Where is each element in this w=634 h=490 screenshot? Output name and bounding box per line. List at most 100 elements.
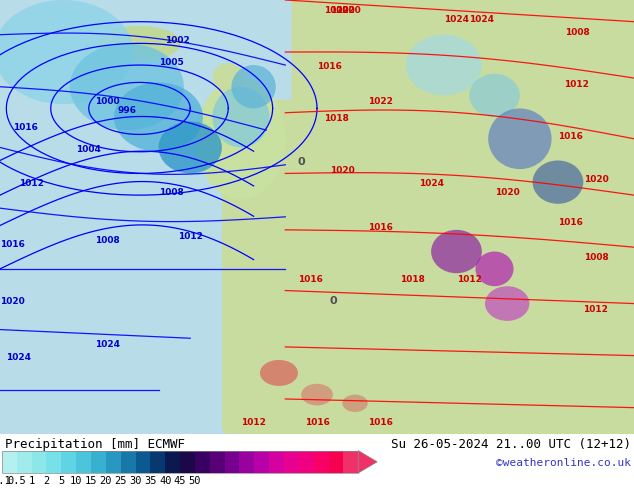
Bar [61,451,76,473]
Bar [180,451,195,473]
Bar [210,451,224,473]
Text: Precipitation [mm] ECMWF: Precipitation [mm] ECMWF [5,438,185,451]
Text: 1008: 1008 [158,188,184,197]
Text: 1012: 1012 [456,275,482,284]
Ellipse shape [212,63,244,93]
Bar [136,451,150,473]
Bar [32,451,46,473]
FancyBboxPatch shape [222,100,634,438]
Text: 50: 50 [189,476,201,487]
Text: 1020: 1020 [330,6,355,15]
Text: 1000: 1000 [96,97,120,106]
FancyBboxPatch shape [292,0,634,204]
Bar [314,451,328,473]
Text: 1012: 1012 [583,305,609,314]
Text: 1005: 1005 [158,58,184,67]
Text: 1018: 1018 [399,275,425,284]
Text: 1020: 1020 [495,188,520,197]
Bar [269,451,284,473]
Text: 0.5: 0.5 [8,476,26,487]
Text: 1024: 1024 [469,15,495,24]
Text: 1020: 1020 [0,296,25,306]
Text: 1020: 1020 [323,6,349,15]
Ellipse shape [476,251,514,286]
Text: Su 26-05-2024 21..00 UTC (12+12): Su 26-05-2024 21..00 UTC (12+12) [391,438,631,451]
Bar [2,451,358,473]
Text: 1016: 1016 [368,418,393,427]
Ellipse shape [98,26,181,61]
Bar [2,451,16,473]
Ellipse shape [533,160,583,204]
Bar [150,451,165,473]
Text: 40: 40 [159,476,171,487]
Text: 1024: 1024 [444,15,469,24]
Text: 1008: 1008 [95,236,120,245]
Bar [106,451,120,473]
Text: 1008: 1008 [583,253,609,262]
Ellipse shape [114,82,203,152]
Text: 1002: 1002 [165,36,190,46]
Text: 2: 2 [43,476,49,487]
Polygon shape [358,451,377,473]
Text: 5: 5 [58,476,65,487]
Bar [254,451,269,473]
Bar [120,451,136,473]
Ellipse shape [431,230,482,273]
Text: 35: 35 [144,476,157,487]
Text: 0.1: 0.1 [0,476,11,487]
Text: 1016: 1016 [298,275,323,284]
Text: 1024: 1024 [418,179,444,189]
Text: 1024: 1024 [6,353,32,362]
Bar [165,451,180,473]
Text: 1018: 1018 [323,115,349,123]
Text: 1022: 1022 [368,97,393,106]
Text: 25: 25 [114,476,127,487]
Ellipse shape [231,65,276,108]
Bar [328,451,344,473]
Bar [224,451,240,473]
Text: 1012: 1012 [19,179,44,189]
Text: 1012: 1012 [564,80,590,89]
Text: 30: 30 [129,476,142,487]
Text: 1016: 1016 [368,223,393,232]
Text: 1012: 1012 [241,418,266,427]
Text: 0: 0 [298,157,306,167]
Text: 1016: 1016 [0,240,25,249]
Text: 1020: 1020 [336,6,361,15]
Ellipse shape [158,122,222,173]
Ellipse shape [301,384,333,405]
Bar [195,451,210,473]
Text: 1016: 1016 [558,219,583,227]
Bar [76,451,91,473]
Text: 1024: 1024 [95,340,120,349]
Bar [240,451,254,473]
Ellipse shape [485,286,529,321]
Ellipse shape [469,74,520,117]
Text: ©weatheronline.co.uk: ©weatheronline.co.uk [496,458,631,468]
Text: 1008: 1008 [564,28,590,37]
Text: 1020: 1020 [330,167,355,175]
Text: 15: 15 [85,476,97,487]
Text: 45: 45 [174,476,186,487]
Ellipse shape [70,43,184,130]
Text: 1: 1 [29,476,35,487]
Ellipse shape [342,394,368,412]
Text: 1012: 1012 [178,231,203,241]
Ellipse shape [260,360,298,386]
Bar [46,451,61,473]
Ellipse shape [488,108,552,169]
Text: 1016: 1016 [317,62,342,72]
Text: 1004: 1004 [76,145,101,154]
Ellipse shape [197,78,285,199]
Text: 1016: 1016 [558,132,583,141]
Bar [284,451,299,473]
Ellipse shape [406,35,482,96]
Text: 20: 20 [100,476,112,487]
Text: 10: 10 [70,476,82,487]
Ellipse shape [212,87,269,147]
Text: 1016: 1016 [304,418,330,427]
Ellipse shape [0,0,133,104]
Bar [299,451,314,473]
Text: 0: 0 [330,295,337,306]
Bar [91,451,106,473]
